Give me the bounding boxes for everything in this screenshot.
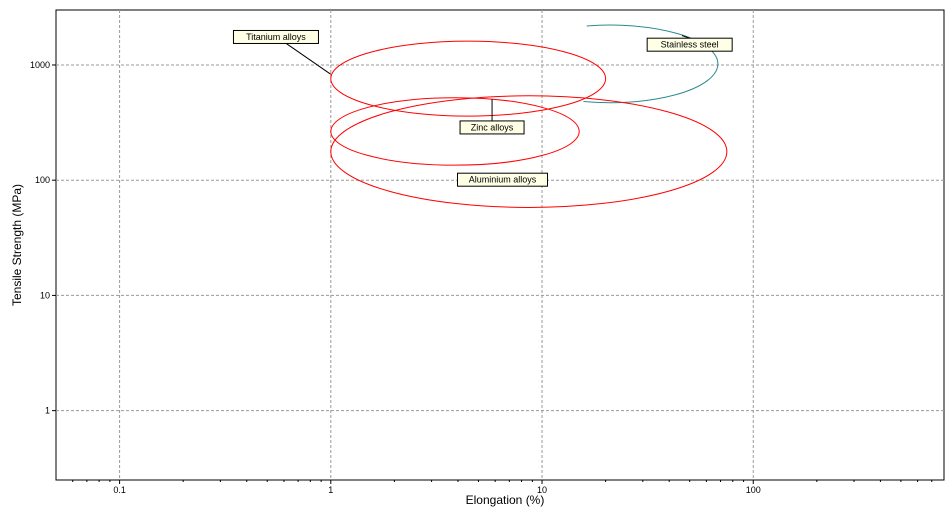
label-box-stainless-steel: [646, 37, 733, 52]
x-axis-title: Elongation (%): [466, 493, 545, 507]
label-stainless-steel: Stainless steel: [661, 40, 719, 50]
y-axis-title: Tensile Strength (MPa): [10, 184, 24, 306]
bubble-stainless-steel: [583, 24, 719, 104]
plot-area: [55, 9, 945, 481]
label-box-titanium-alloys: [232, 29, 319, 44]
label-zinc-alloys: Zinc alloys: [471, 122, 514, 132]
y-tick-label: 10: [40, 290, 50, 300]
grid: [56, 10, 944, 480]
y-tick-label: 1000: [30, 60, 50, 70]
label-box-zinc-alloys: [459, 120, 525, 135]
x-tick-label: 0.1: [113, 485, 126, 495]
x-axis-ticks: 0.1 1 10 100: [72, 480, 933, 495]
leader-titanium-alloys: [285, 43, 332, 75]
bubble-titanium-alloys: [330, 40, 607, 117]
y-tick-label: 100: [35, 175, 50, 185]
bubble-aluminium-alloys: [330, 95, 728, 208]
x-tick-label: 10: [537, 485, 547, 495]
label-titanium-alloys: Titanium alloys: [246, 32, 306, 42]
x-tick-label: 100: [746, 485, 761, 495]
series-layer: [330, 24, 728, 208]
bubble-zinc-alloys: [330, 97, 580, 166]
label-box-aluminium-alloys: [457, 172, 549, 187]
label-aluminium-alloys: Aluminium alloys: [469, 175, 537, 185]
x-tick-label: 1: [328, 485, 333, 495]
labels-layer: Stainless steel Titanium alloys Zinc alloy…: [232, 29, 733, 187]
y-tick-label: 1: [45, 406, 50, 416]
y-axis-ticks: 1 10 100 1000: [30, 60, 56, 416]
